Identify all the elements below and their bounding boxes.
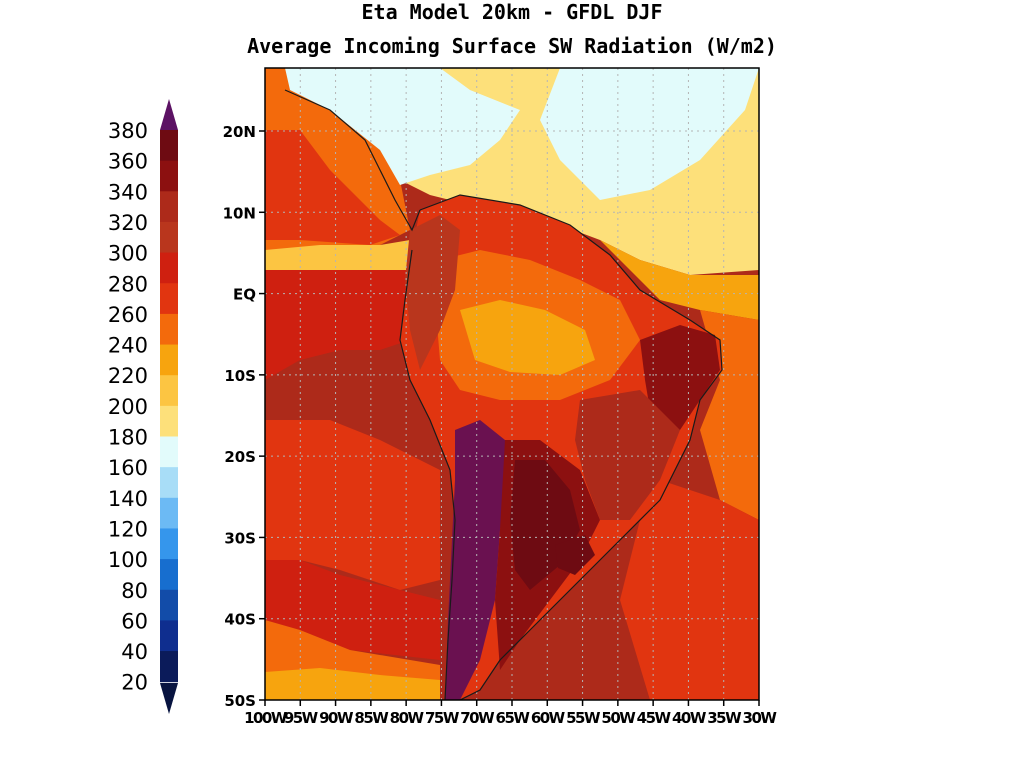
lon-label: 100W	[244, 709, 288, 727]
colorbar-box	[160, 344, 178, 376]
colorbar-box	[160, 651, 178, 683]
lat-label: EQ	[233, 286, 256, 304]
colorbar-box	[160, 559, 178, 591]
colorbar-label: 300	[108, 242, 148, 266]
colorbar-label: 40	[121, 640, 148, 664]
lat-label: 40S	[224, 611, 256, 629]
lon-label: 45W	[637, 709, 672, 727]
caribbean-region	[285, 68, 520, 185]
colorbar-label: 100	[108, 548, 148, 572]
colorbar-min-arrow	[160, 683, 178, 714]
colorbar-label: 80	[121, 579, 148, 603]
atlantic-south-band	[700, 310, 759, 520]
colorbar-box	[160, 589, 178, 621]
uruguay-core	[555, 535, 595, 575]
lon-label: 85W	[354, 709, 389, 727]
pacific-tropical-region	[265, 270, 410, 380]
graticule	[265, 68, 759, 700]
colorbar-label: 140	[108, 487, 148, 511]
lon-label: 30W	[743, 709, 778, 727]
andes-central-high	[445, 420, 510, 700]
colorbar-label: 220	[108, 364, 148, 388]
colorbar-box	[160, 130, 178, 162]
lon-label: 80W	[390, 709, 425, 727]
colorbar-box	[160, 160, 178, 192]
panama-gulf-band	[265, 240, 410, 270]
lat-label: 20N	[223, 123, 256, 141]
colorbar-label: 260	[108, 303, 148, 327]
colorbar-label: 340	[108, 180, 148, 204]
colorbar-max-arrow	[160, 99, 178, 130]
colorbar-box	[160, 375, 178, 407]
lon-label: 95W	[284, 709, 319, 727]
colorbar-label: 60	[121, 609, 148, 633]
colorbar-box	[160, 620, 178, 652]
lon-label: 60W	[531, 709, 566, 727]
lon-label: 35W	[707, 709, 742, 727]
colorbar-label: 160	[108, 456, 148, 480]
colorbar-box	[160, 221, 178, 254]
colorbar-box	[160, 528, 178, 560]
lat-label: 50S	[224, 692, 256, 710]
lat-axis: 20N 10N EQ 10S 20S 30S 40S 50S	[223, 123, 265, 710]
coastline-south-america	[419, 194, 723, 700]
colorbar-box	[160, 191, 178, 223]
lat-label: 10N	[223, 204, 256, 222]
lon-label: 55W	[566, 709, 601, 727]
colorbar-label: 20	[121, 671, 148, 695]
andes-north	[405, 215, 460, 370]
colorbar-label: 120	[108, 517, 148, 541]
colorbar-labels: 380 360 340 320 300 280 260 240 220 200 180 160 140 1…	[108, 119, 148, 695]
lat-label: 30S	[224, 529, 256, 547]
lon-label: 40W	[672, 709, 707, 727]
coastline-pacific	[399, 249, 456, 700]
colorbar-label: 280	[108, 272, 148, 296]
colorbar-box	[160, 283, 178, 315]
amazon-inner	[460, 300, 595, 375]
map-title-line2: Average Incoming Surface SW Radiation (W…	[247, 34, 777, 58]
southeast-brazil	[575, 390, 680, 520]
atlantic-east-region	[620, 480, 759, 700]
lon-label: 50W	[601, 709, 636, 727]
pacific-subtropical-band	[265, 420, 440, 590]
pacific-east-band	[265, 560, 440, 660]
colorbar-box	[160, 405, 178, 437]
lon-label: 90W	[319, 709, 354, 727]
colorbar-label: 200	[108, 395, 148, 419]
colorbar-label: 360	[108, 150, 148, 174]
lon-label: 65W	[496, 709, 531, 727]
atlantic-equatorial-band	[600, 240, 759, 320]
map-title-line1: Eta Model 20km - GFDL DJF	[361, 0, 663, 24]
caribbean-east-region	[540, 68, 759, 200]
colorbar-box	[160, 436, 178, 468]
colorbar-boxes	[160, 130, 178, 683]
colorbar-label: 320	[108, 211, 148, 235]
colorbar-box	[160, 252, 178, 284]
coastline-central-america	[284, 89, 421, 232]
patagonia-pacific-band	[265, 668, 440, 700]
colorbar-label: 240	[108, 334, 148, 358]
lon-label: 75W	[425, 709, 460, 727]
colorbar-box	[160, 497, 178, 529]
central-america-pacific	[265, 130, 400, 245]
colorbar: 380 360 340 320 300 280 260 240 220 200 180 160 140 1…	[108, 99, 178, 714]
colorbar-label: 380	[108, 119, 148, 143]
colorbar-box	[160, 313, 178, 346]
map-canvas	[265, 68, 759, 700]
colorbar-label: 180	[108, 426, 148, 450]
lat-label: 10S	[224, 367, 256, 385]
colorbar-box	[160, 467, 178, 499]
lat-label: 20S	[224, 448, 256, 466]
lon-label: 70W	[460, 709, 495, 727]
